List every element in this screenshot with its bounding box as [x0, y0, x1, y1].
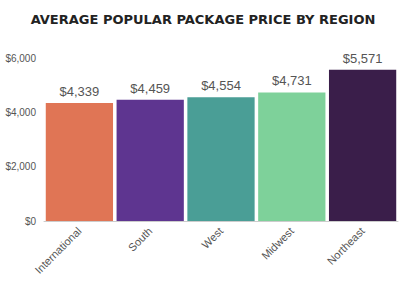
svg-text:$4,554: $4,554 — [201, 78, 241, 93]
svg-text:$0: $0 — [25, 216, 37, 227]
svg-text:$4,459: $4,459 — [130, 81, 170, 96]
svg-text:Midwest: Midwest — [259, 225, 296, 262]
svg-text:$4,731: $4,731 — [272, 73, 312, 88]
svg-text:AVERAGE POPULAR PACKAGE PRICE: AVERAGE POPULAR PACKAGE PRICE BY REGION — [31, 12, 376, 27]
svg-text:$6,000: $6,000 — [5, 53, 36, 64]
svg-text:Northeast: Northeast — [325, 225, 367, 267]
svg-text:West: West — [199, 225, 225, 251]
svg-text:$4,000: $4,000 — [5, 107, 36, 118]
svg-text:International: International — [32, 225, 83, 276]
svg-text:$2,000: $2,000 — [5, 161, 36, 172]
svg-text:$4,339: $4,339 — [60, 84, 100, 99]
svg-text:$5,571: $5,571 — [343, 51, 383, 66]
svg-text:South: South — [126, 225, 155, 254]
